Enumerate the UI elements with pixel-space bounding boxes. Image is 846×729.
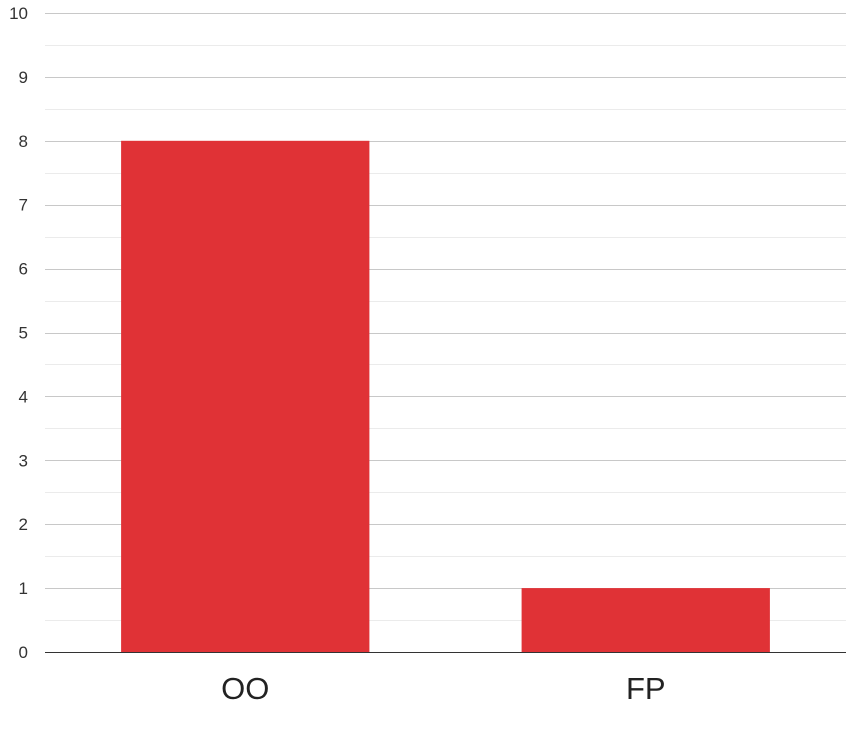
y-tick-label: 3: [19, 451, 28, 470]
x-tick-label: OO: [221, 671, 269, 706]
bars: [121, 140, 770, 653]
y-tick-label: 4: [19, 387, 28, 406]
bar-fp: [521, 588, 770, 652]
y-tick-label: 7: [19, 196, 28, 215]
y-tick-label: 5: [19, 324, 28, 343]
y-tick-label: 10: [9, 4, 28, 23]
y-tick-label: 8: [19, 132, 28, 151]
y-tick-label: 6: [19, 260, 28, 279]
bar-oo: [121, 140, 370, 653]
x-tick-label: FP: [626, 671, 666, 706]
y-tick-label: 0: [19, 643, 28, 662]
y-tick-label: 1: [19, 579, 28, 598]
axes: OO FP 0 1 2 3 4 5 6 7 8 9 10: [9, 4, 846, 706]
y-tick-label: 2: [19, 515, 28, 534]
y-tick-label: 9: [19, 68, 28, 87]
